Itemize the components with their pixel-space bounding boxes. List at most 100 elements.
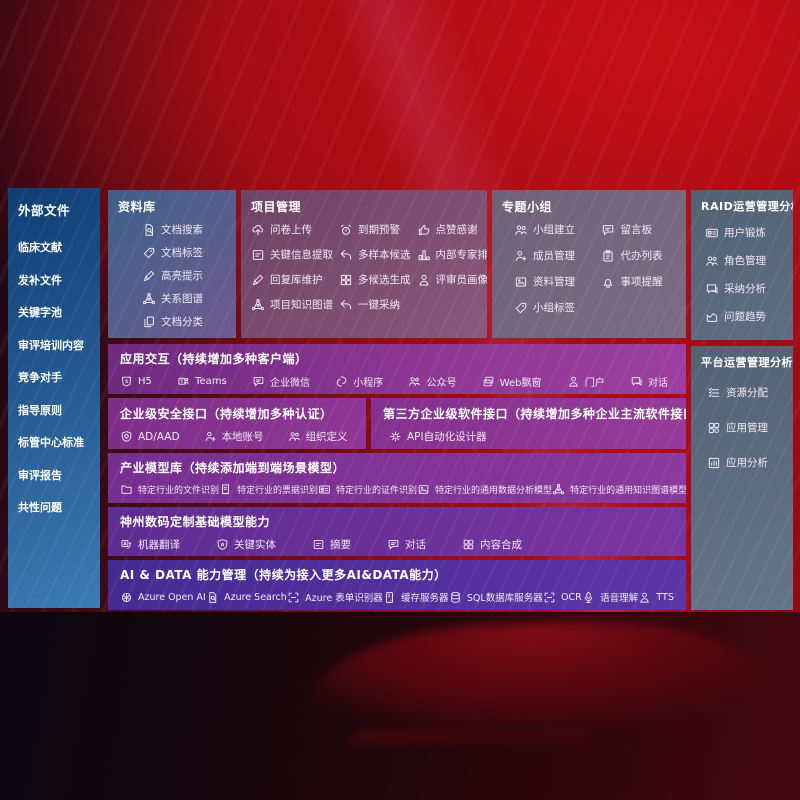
models-item-row: 特定行业的文件识别 特定行业的票据识别 特定行业的证件识别 特定行业的通用数据分析模型… bbox=[120, 483, 686, 496]
feature-item: 角色管理 bbox=[705, 253, 783, 268]
panel-title: 产业模型库（持续添加端到端场景模型） bbox=[120, 461, 346, 475]
feature-item: Teams bbox=[177, 375, 227, 388]
people-icon bbox=[705, 254, 719, 268]
feature-item: 文档标签 bbox=[142, 245, 226, 260]
item-label: 组织定义 bbox=[305, 431, 348, 443]
feature-item: 缓存服务器 bbox=[383, 590, 449, 604]
teams-icon bbox=[177, 375, 190, 388]
chat-qa-icon bbox=[630, 375, 643, 388]
item-label: 特定行业的票据识别 bbox=[237, 486, 319, 496]
feature-item: 小程序 bbox=[335, 374, 383, 389]
item-label: 角色管理 bbox=[724, 255, 766, 267]
feature-item: 特定行业的通用数据分析模型 bbox=[417, 483, 552, 496]
clipboard-icon bbox=[601, 249, 615, 263]
item-label: 留言板 bbox=[620, 224, 652, 236]
security-interface-panel: 企业级安全接口（持续增加多种认证） AD/AAD 本地账号 组织定义 bbox=[108, 398, 366, 449]
groups-item-grid: 小组建立 留言板 成员管理 代办列表 资料管理 事项提醒 小组标签 bbox=[502, 222, 676, 315]
bell-icon bbox=[601, 275, 615, 289]
feature-item: Web飘窗 bbox=[482, 374, 542, 389]
item-label: 多样本候选 bbox=[358, 249, 411, 261]
feature-item: 组织定义 bbox=[288, 429, 348, 444]
pencil-icon bbox=[142, 269, 156, 283]
feature-item: 对话 bbox=[630, 374, 668, 389]
item-label: 关键信息提取 bbox=[270, 249, 333, 261]
item-label: 竞争对手 bbox=[18, 371, 62, 384]
panel-title: RAID运营管理分析 bbox=[701, 200, 793, 213]
feature-item: 到期预警 bbox=[339, 222, 411, 237]
people-icon bbox=[288, 430, 301, 443]
panel-title: AI & DATA 能力管理（持续为接入更多AI&DATA能力） bbox=[120, 568, 447, 582]
feature-item: Azure Search bbox=[206, 591, 287, 604]
shield-a-icon bbox=[216, 538, 229, 551]
item-label: Azure Search bbox=[224, 591, 287, 603]
feature-item: API自动化设计器 bbox=[389, 429, 487, 444]
sidebar-item: 竞争对手 bbox=[18, 369, 90, 385]
ai-data-item-row: Azure Open AI Azure Search Azure 表单识别器 缓存服务… bbox=[120, 590, 674, 604]
item-label: SQL数据库服务器 bbox=[466, 593, 543, 604]
people-icon bbox=[514, 223, 528, 237]
feature-item: 高亮提示 bbox=[142, 268, 226, 283]
shield-icon bbox=[120, 430, 133, 443]
item-label: 评审员画像 bbox=[435, 274, 488, 286]
item-label: API自动化设计器 bbox=[407, 431, 487, 443]
feature-item: AD/AAD bbox=[120, 430, 180, 443]
feature-item: 摘要 bbox=[312, 537, 351, 552]
trend-chart-icon bbox=[705, 310, 719, 324]
item-label: 特定行业的通用数据分析模型 bbox=[435, 486, 553, 496]
panel-title: 项目管理 bbox=[251, 200, 302, 214]
gear-icon bbox=[389, 430, 402, 443]
raid-item-list: 用户锻炼 角色管理 采纳分析 问题趋势 bbox=[701, 221, 783, 324]
feature-item: 文档分类 bbox=[142, 314, 226, 329]
feature-item: 文档搜索 bbox=[142, 222, 226, 237]
person-add-icon bbox=[514, 249, 528, 263]
item-label: 文档搜索 bbox=[161, 224, 203, 236]
item-label: Azure Open AI bbox=[138, 591, 206, 603]
item-label: 小组标签 bbox=[533, 302, 575, 314]
platform-item-list: 资源分配 应用管理 应用分析 bbox=[701, 377, 783, 470]
interaction-item-row: H5 Teams 企业微信 小程序 公众号 Web飘窗 门户 对话 bbox=[120, 374, 674, 389]
image-doc-icon bbox=[514, 275, 528, 289]
mic-icon bbox=[582, 591, 595, 604]
item-label: 对话 bbox=[647, 378, 668, 389]
feature-item: 企业微信 bbox=[252, 374, 310, 389]
item-label: 代办列表 bbox=[620, 250, 663, 262]
doc-copy-icon bbox=[142, 315, 156, 329]
feature-item: 本地账号 bbox=[204, 429, 264, 444]
panel-title: 神州数码定制基础模型能力 bbox=[120, 515, 271, 529]
item-label: 采纳分析 bbox=[724, 283, 766, 295]
puzzle-icon bbox=[339, 273, 353, 287]
item-label: 发补文件 bbox=[18, 273, 62, 287]
feature-item: 小组建立 bbox=[514, 222, 597, 237]
panel-title: 应用交互（持续增加多种客户端） bbox=[120, 352, 308, 366]
item-label: 文档标签 bbox=[161, 247, 203, 259]
item-label: Azure 表单识别器 bbox=[305, 593, 383, 604]
item-label: H5 bbox=[138, 376, 152, 387]
tag-icon bbox=[142, 246, 156, 260]
feature-item: 特定行业的证件识别 bbox=[318, 483, 417, 496]
item-label: 语音理解 bbox=[600, 593, 639, 604]
item-label: 点赞感谢 bbox=[435, 224, 478, 236]
feature-item: 小组标签 bbox=[514, 300, 597, 315]
security-item-row: AD/AAD 本地账号 组织定义 bbox=[120, 429, 354, 444]
panel-title: 第三方企业级软件接口（持续增加多种企业主流软件接口） bbox=[383, 407, 686, 421]
item-label: 临床文献 bbox=[18, 241, 62, 254]
platform-analysis-panel: 平台运营管理分析 资源分配 应用管理 应用分析 bbox=[691, 346, 793, 610]
feature-item: 关键实体 bbox=[216, 537, 276, 552]
item-label: 特定行业的文件识别 bbox=[138, 486, 220, 496]
chat-icon bbox=[252, 375, 265, 388]
item-label: 关系图谱 bbox=[161, 293, 203, 305]
folder-icon bbox=[120, 483, 133, 496]
chat-icon bbox=[387, 538, 400, 551]
translate-icon bbox=[120, 538, 133, 551]
feature-item: 项目知识图谱 bbox=[251, 297, 333, 312]
feature-item: 语音理解 bbox=[582, 590, 638, 604]
thirdparty-interface-panel: 第三方企业级软件接口（持续增加多种企业主流软件接口） API自动化设计器 bbox=[371, 398, 686, 449]
chat-icon bbox=[601, 223, 615, 237]
doc-lines-icon bbox=[312, 538, 325, 551]
openai-icon bbox=[120, 591, 133, 604]
item-label: 问卷上传 bbox=[270, 224, 312, 236]
item-label: 到期预警 bbox=[358, 224, 400, 236]
feature-item: OCR bbox=[543, 591, 582, 604]
panel-title: 外部文件 bbox=[18, 203, 71, 218]
